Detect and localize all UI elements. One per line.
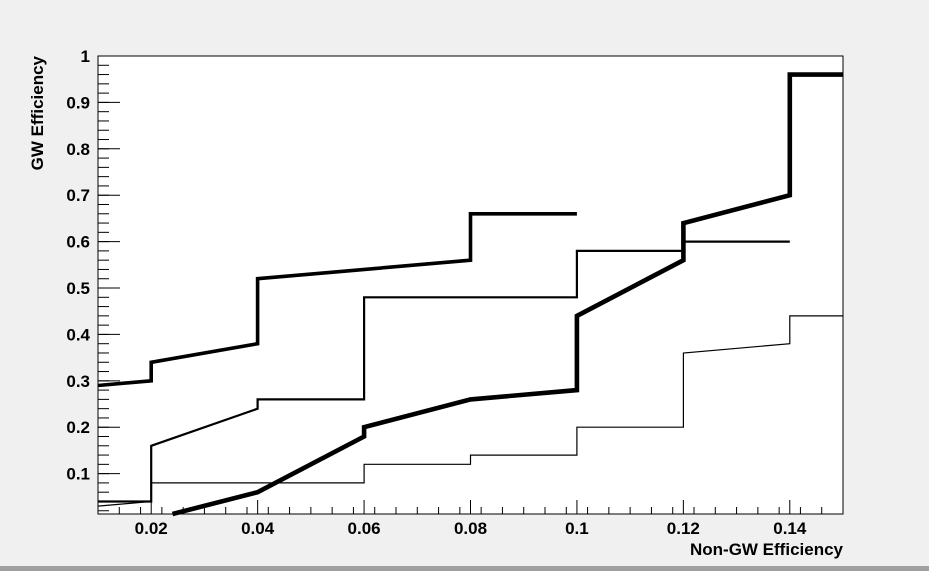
y-tick-label: 0.7 [66,186,90,205]
y-tick-label: 0.6 [66,233,90,252]
x-tick-label: 0.08 [454,519,487,538]
y-axis-title: GW Efficiency [28,55,47,170]
x-axis-title: Non-GW Efficiency [690,540,844,559]
y-tick-label: 0.2 [66,418,90,437]
canvas-bottom-border [0,566,929,571]
y-tick-label: 0.3 [66,372,90,391]
x-tick-label: 0.1 [565,519,589,538]
y-tick-label: 0.9 [66,93,90,112]
x-tick-label: 0.04 [241,519,275,538]
y-tick-label: 0.5 [66,279,90,298]
y-tick-label: 0.8 [66,140,90,159]
x-tick-label: 0.06 [348,519,381,538]
series-layer [97,72,843,517]
y-tick-label: 1 [81,47,90,66]
y-tick-label: 0.1 [66,465,90,484]
x-tick-label: 0.02 [135,519,168,538]
series-line-4 [97,315,843,507]
series-line-3 [171,72,843,517]
x-tick-label: 0.14 [773,519,807,538]
x-tick-label: 0.12 [667,519,700,538]
axis-ticks [97,55,823,514]
tick-labels: 0.02 0.04 0.06 0.08 0.1 0.12 0.14 0.1 0.2 0.3 0.4 0… [66,47,807,538]
plot-frame [97,55,844,515]
series-line-1 [97,212,577,388]
y-tick-label: 0.4 [66,325,90,344]
